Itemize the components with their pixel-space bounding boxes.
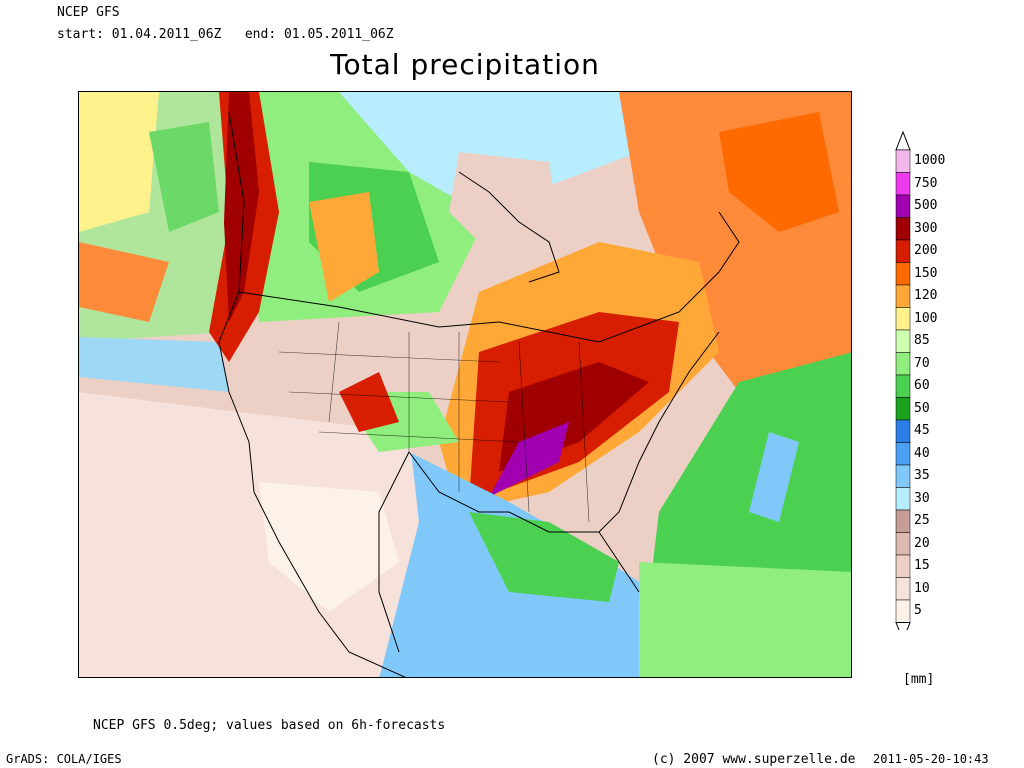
- scale-label: 15: [914, 558, 930, 573]
- scale-swatch: [895, 262, 911, 286]
- software-credit: GrADS: COLA/IGES: [6, 752, 122, 766]
- map-canvas: [79, 92, 851, 677]
- peak-precip-cell: [489, 422, 569, 497]
- scale-label: 70: [914, 355, 930, 371]
- scale-label: 35: [914, 468, 930, 483]
- scale-label: 750: [914, 175, 938, 191]
- scale-swatch: [895, 172, 911, 196]
- scale-top-arrow: [895, 130, 911, 151]
- scale-swatch: [895, 149, 911, 173]
- pacific-band: [79, 242, 169, 322]
- pacific-green: [149, 122, 219, 232]
- west-coastline: [218, 111, 406, 677]
- mexico-coast: [378, 451, 410, 653]
- gulf-green: [469, 512, 619, 602]
- model-note: NCEP GFS 0.5deg; values based on 6h-fore…: [93, 718, 446, 733]
- state-lines: [278, 321, 590, 523]
- scale-swatch: [895, 307, 911, 331]
- scale-label: 120: [914, 288, 938, 303]
- florida-coast: [598, 531, 640, 593]
- scale-swatch: [895, 419, 911, 443]
- scale-label: 85: [914, 333, 930, 348]
- rockies-band: [309, 192, 379, 302]
- scale-swatch: [895, 284, 911, 308]
- scale-label: 30: [914, 490, 930, 506]
- scale-label: 5: [914, 603, 922, 618]
- scale-label: 60: [914, 378, 930, 393]
- atlantic-core: [719, 112, 839, 232]
- pacific-north-field: [79, 92, 159, 232]
- scale-label: 20: [914, 535, 930, 551]
- boundaries: [218, 111, 740, 677]
- scale-swatch: [895, 577, 911, 601]
- units-label: [mm]: [903, 672, 935, 687]
- scale-swatch: [895, 352, 911, 376]
- hudson-bay-coast: [458, 171, 560, 283]
- precipitation-map: [78, 91, 852, 678]
- scale-swatch: [895, 464, 911, 488]
- copyright: (c) 2007 www.superzelle.de: [652, 752, 856, 767]
- scale-swatch: [895, 442, 911, 466]
- map-title: Total precipitation: [330, 48, 600, 81]
- us-canada-border: [238, 291, 500, 328]
- coastal-core: [224, 92, 259, 322]
- great-lakes-border: [498, 211, 740, 343]
- scale-swatch: [895, 554, 911, 578]
- scale-label: 1000: [914, 153, 946, 168]
- scale-label: 500: [914, 198, 938, 213]
- scale-label: 300: [914, 220, 938, 236]
- model-name: NCEP GFS: [57, 5, 120, 20]
- colorado-cell: [339, 372, 399, 432]
- timestamp: 2011-05-20-10:43: [873, 752, 989, 766]
- scale-label: 200: [914, 243, 938, 258]
- scale-swatch: [895, 329, 911, 353]
- scale-swatch: [895, 487, 911, 511]
- scale-label: 40: [914, 445, 930, 461]
- scale-swatch: [895, 599, 911, 623]
- forecast-period: start: 01.04.2011_06Z end: 01.05.2011_06…: [57, 27, 394, 42]
- scale-label: 100: [914, 310, 938, 326]
- scale-bottom-arrow: [895, 622, 911, 630]
- scale-swatch: [895, 509, 911, 533]
- hudson-field: [449, 152, 559, 252]
- state-borders: [278, 321, 590, 523]
- scale-swatch: [895, 374, 911, 398]
- pacific-blue: [79, 337, 229, 392]
- scale-swatch: [895, 239, 911, 263]
- scale-label: 150: [914, 265, 938, 281]
- scale-swatch: [895, 532, 911, 556]
- scale-label: 10: [914, 580, 930, 596]
- scale-swatch: [895, 397, 911, 421]
- atlantic-blue-cell: [749, 432, 799, 522]
- desert-field: [259, 482, 399, 612]
- color-scale-bar: [895, 130, 911, 630]
- caribbean-field: [639, 562, 851, 677]
- scale-swatch: [895, 194, 911, 218]
- scale-label: 45: [914, 423, 930, 438]
- scale-swatch: [895, 217, 911, 241]
- scale-label: 50: [914, 400, 930, 416]
- scale-label: 25: [914, 513, 930, 528]
